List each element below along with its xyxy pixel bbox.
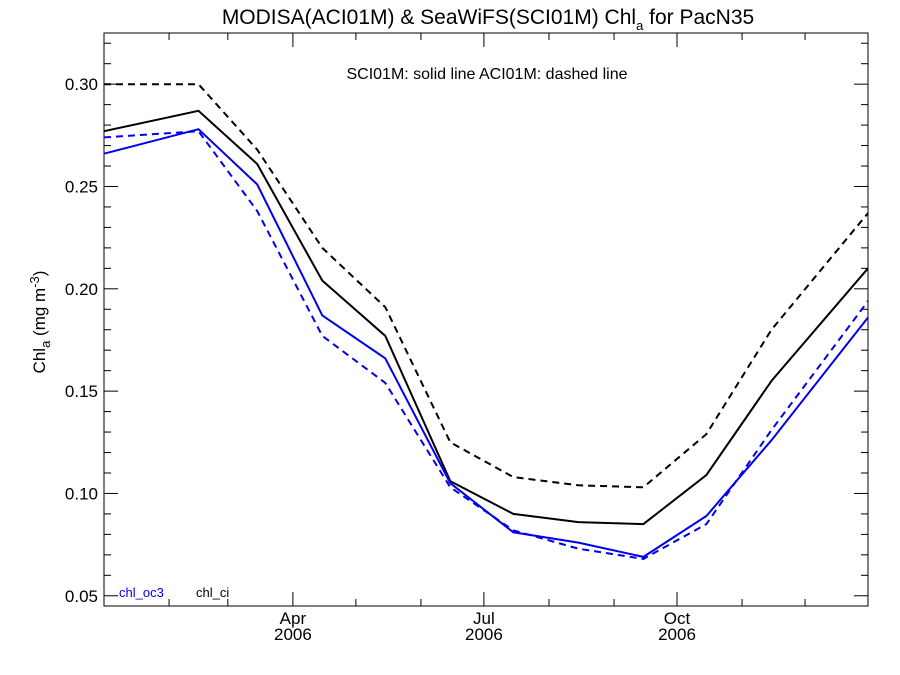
y-tick-label: 0.30 (65, 75, 98, 94)
y-tick-label: 0.15 (65, 382, 98, 401)
x-tick-label-year: 2006 (658, 625, 696, 644)
y-tick-label: 0.05 (65, 587, 98, 606)
plot-frame (103, 32, 869, 607)
y-tick-label: 0.20 (65, 280, 98, 299)
chl-oc3-solid-line (103, 128, 869, 558)
chart-annotation: SCI01M: solid line ACI01M: dashed line (346, 66, 627, 83)
y-tick-label: 0.10 (65, 484, 98, 503)
axes: 0.050.100.150.200.250.30Apr2006Jul2006Oc… (65, 33, 868, 644)
chart-title: MODISA(ACI01M) & SeaWiFS(SCI01M) Chla fo… (222, 6, 754, 33)
x-tick-label-month: Jul (473, 609, 495, 628)
chl-ci-solid-line (103, 109, 869, 526)
series-group (103, 83, 869, 560)
x-tick-label-year: 2006 (465, 625, 503, 644)
y-axis-label: Chla (mg m-3) (27, 271, 53, 374)
x-tick-label-month: Apr (280, 609, 307, 628)
chl-ci-dashed-line (104, 83, 869, 489)
legend: chl_oc3 chl_ci (119, 585, 229, 600)
legend-label-chl-ci: chl_ci (196, 585, 229, 600)
y-tick-label: 0.25 (65, 177, 98, 196)
chl-oc3-dashed-line (103, 130, 869, 560)
x-tick-label-year: 2006 (274, 625, 312, 644)
legend-label-chl-oc3: chl_oc3 (119, 585, 164, 600)
x-tick-label-month: Oct (664, 609, 691, 628)
